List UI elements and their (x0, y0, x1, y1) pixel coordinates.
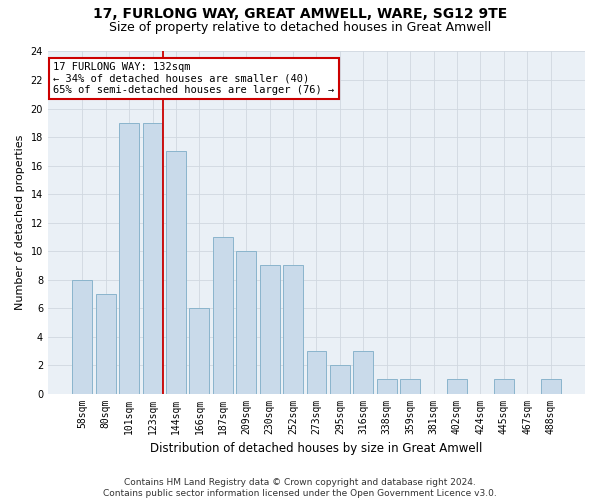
Bar (236, 251, 256, 394)
Bar (119, 123, 139, 394)
Bar (541, 380, 560, 394)
Bar (307, 351, 326, 394)
Bar (166, 152, 186, 394)
Bar (330, 365, 350, 394)
Bar (353, 351, 373, 394)
X-axis label: Distribution of detached houses by size in Great Amwell: Distribution of detached houses by size … (150, 442, 482, 455)
Bar (400, 380, 420, 394)
Text: Size of property relative to detached houses in Great Amwell: Size of property relative to detached ho… (109, 21, 491, 34)
Bar (143, 123, 163, 394)
Bar (190, 308, 209, 394)
Bar (283, 266, 303, 394)
Y-axis label: Number of detached properties: Number of detached properties (15, 135, 25, 310)
Text: Contains HM Land Registry data © Crown copyright and database right 2024.
Contai: Contains HM Land Registry data © Crown c… (103, 478, 497, 498)
Bar (260, 266, 280, 394)
Text: 17, FURLONG WAY, GREAT AMWELL, WARE, SG12 9TE: 17, FURLONG WAY, GREAT AMWELL, WARE, SG1… (93, 8, 507, 22)
Bar (213, 237, 233, 394)
Bar (96, 294, 116, 394)
Bar (377, 380, 397, 394)
Bar (447, 380, 467, 394)
Text: 17 FURLONG WAY: 132sqm
← 34% of detached houses are smaller (40)
65% of semi-det: 17 FURLONG WAY: 132sqm ← 34% of detached… (53, 62, 335, 95)
Bar (494, 380, 514, 394)
Bar (73, 280, 92, 394)
